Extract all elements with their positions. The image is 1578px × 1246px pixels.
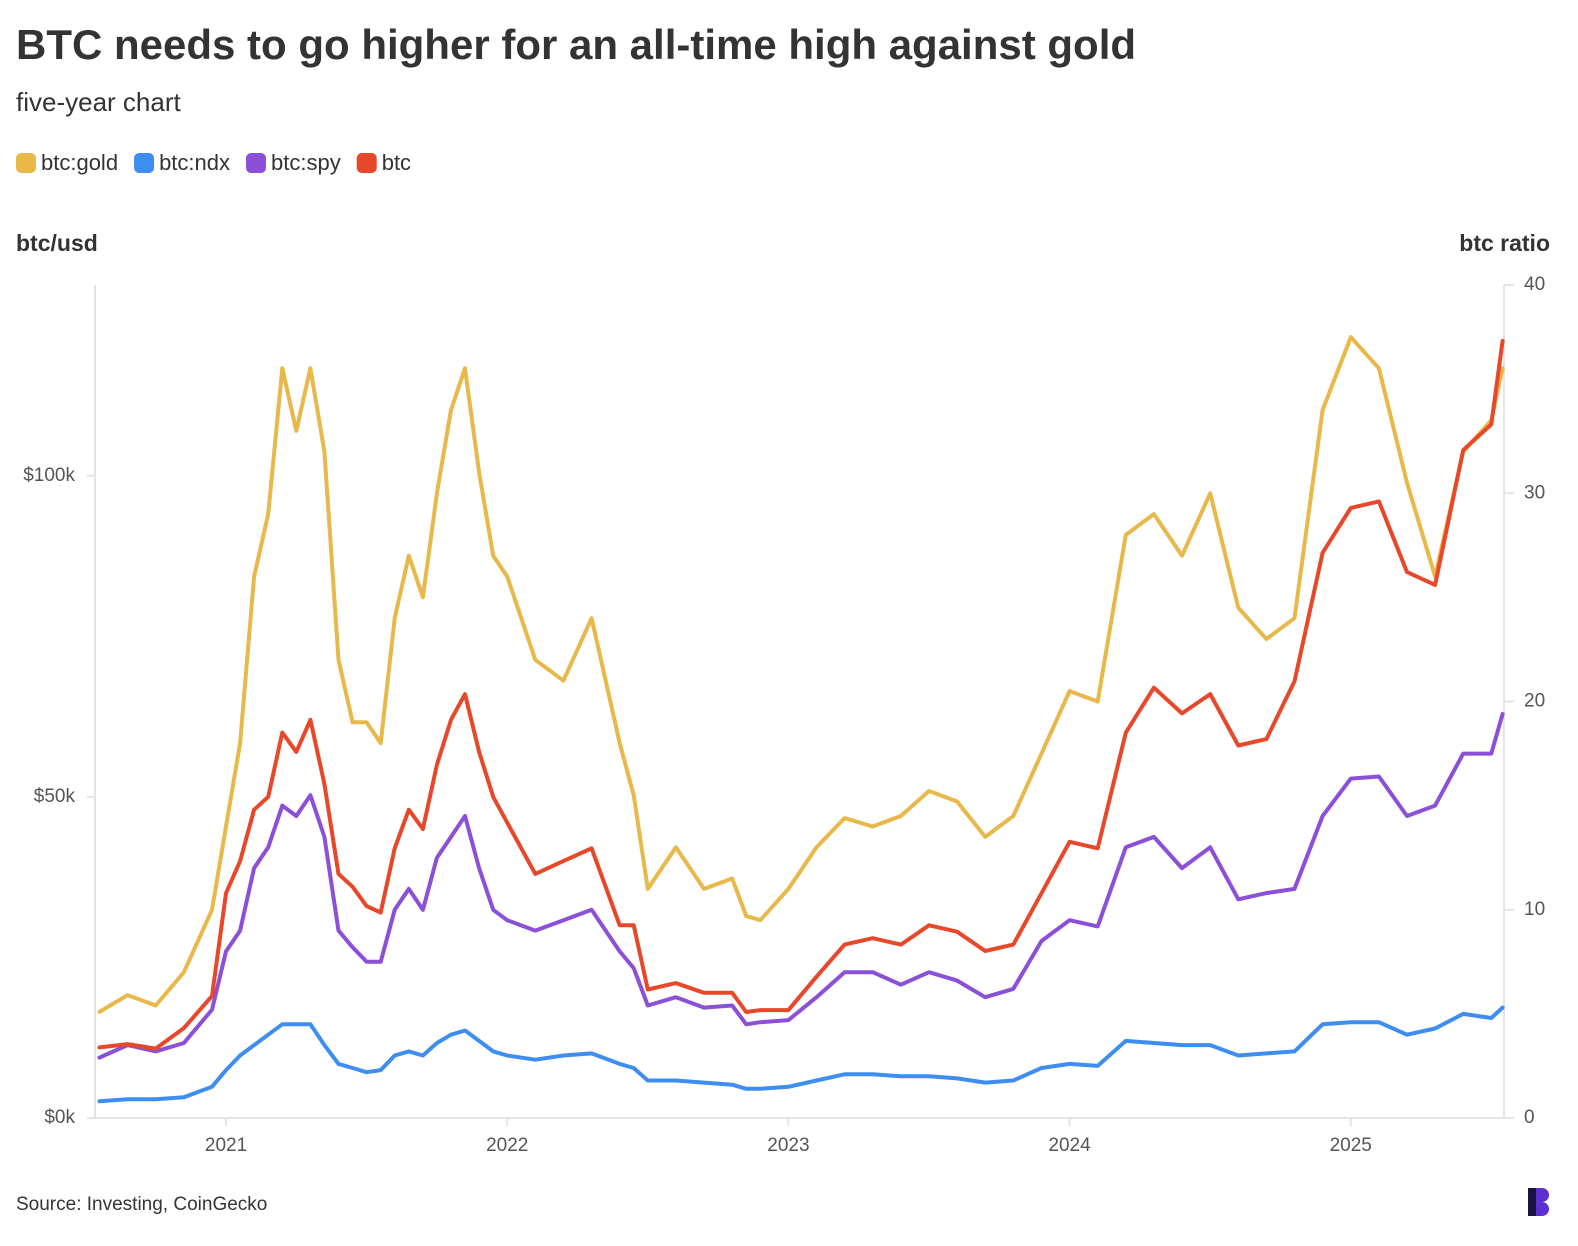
series-line xyxy=(97,712,1505,1060)
legend-label: btc:spy xyxy=(271,150,341,175)
y2-tick-label: 30 xyxy=(1524,482,1545,503)
legend-label: btc xyxy=(382,150,411,175)
series-line xyxy=(97,1005,1505,1104)
series-line xyxy=(97,338,1505,1051)
legend-swatch xyxy=(16,153,36,173)
legend-label: btc:ndx xyxy=(159,150,230,175)
y-axis-label: btc/usd xyxy=(16,230,98,256)
x-tick-label: 2023 xyxy=(767,1135,809,1156)
y2-tick-label: 0 xyxy=(1524,1107,1535,1128)
y2-tick-label: 10 xyxy=(1524,899,1545,920)
chart-subtitle: five-year chart xyxy=(16,87,181,117)
source: Source: Investing, CoinGecko xyxy=(16,1194,267,1215)
y2-tick-label: 40 xyxy=(1524,274,1545,295)
legend-label: btc:gold xyxy=(41,150,118,175)
y-tick-label: $100k xyxy=(23,465,75,486)
legend-swatch xyxy=(246,153,266,173)
x-tick-label: 2025 xyxy=(1330,1135,1372,1156)
y-tick-label: $0k xyxy=(44,1107,75,1128)
legend-swatch xyxy=(134,153,155,173)
y2-tick-label: 20 xyxy=(1524,691,1545,712)
x-tick-label: 2021 xyxy=(205,1135,247,1156)
chart-title: BTC needs to go higher for an all-time h… xyxy=(16,21,1136,68)
x-tick-label: 2024 xyxy=(1048,1135,1091,1156)
y-tick-label: $50k xyxy=(34,786,76,807)
logo xyxy=(1528,1188,1549,1216)
series-line xyxy=(97,335,1505,1014)
x-tick-label: 2022 xyxy=(486,1135,528,1156)
y2-axis-label: btc ratio xyxy=(1459,230,1550,256)
legend-swatch xyxy=(356,153,377,173)
